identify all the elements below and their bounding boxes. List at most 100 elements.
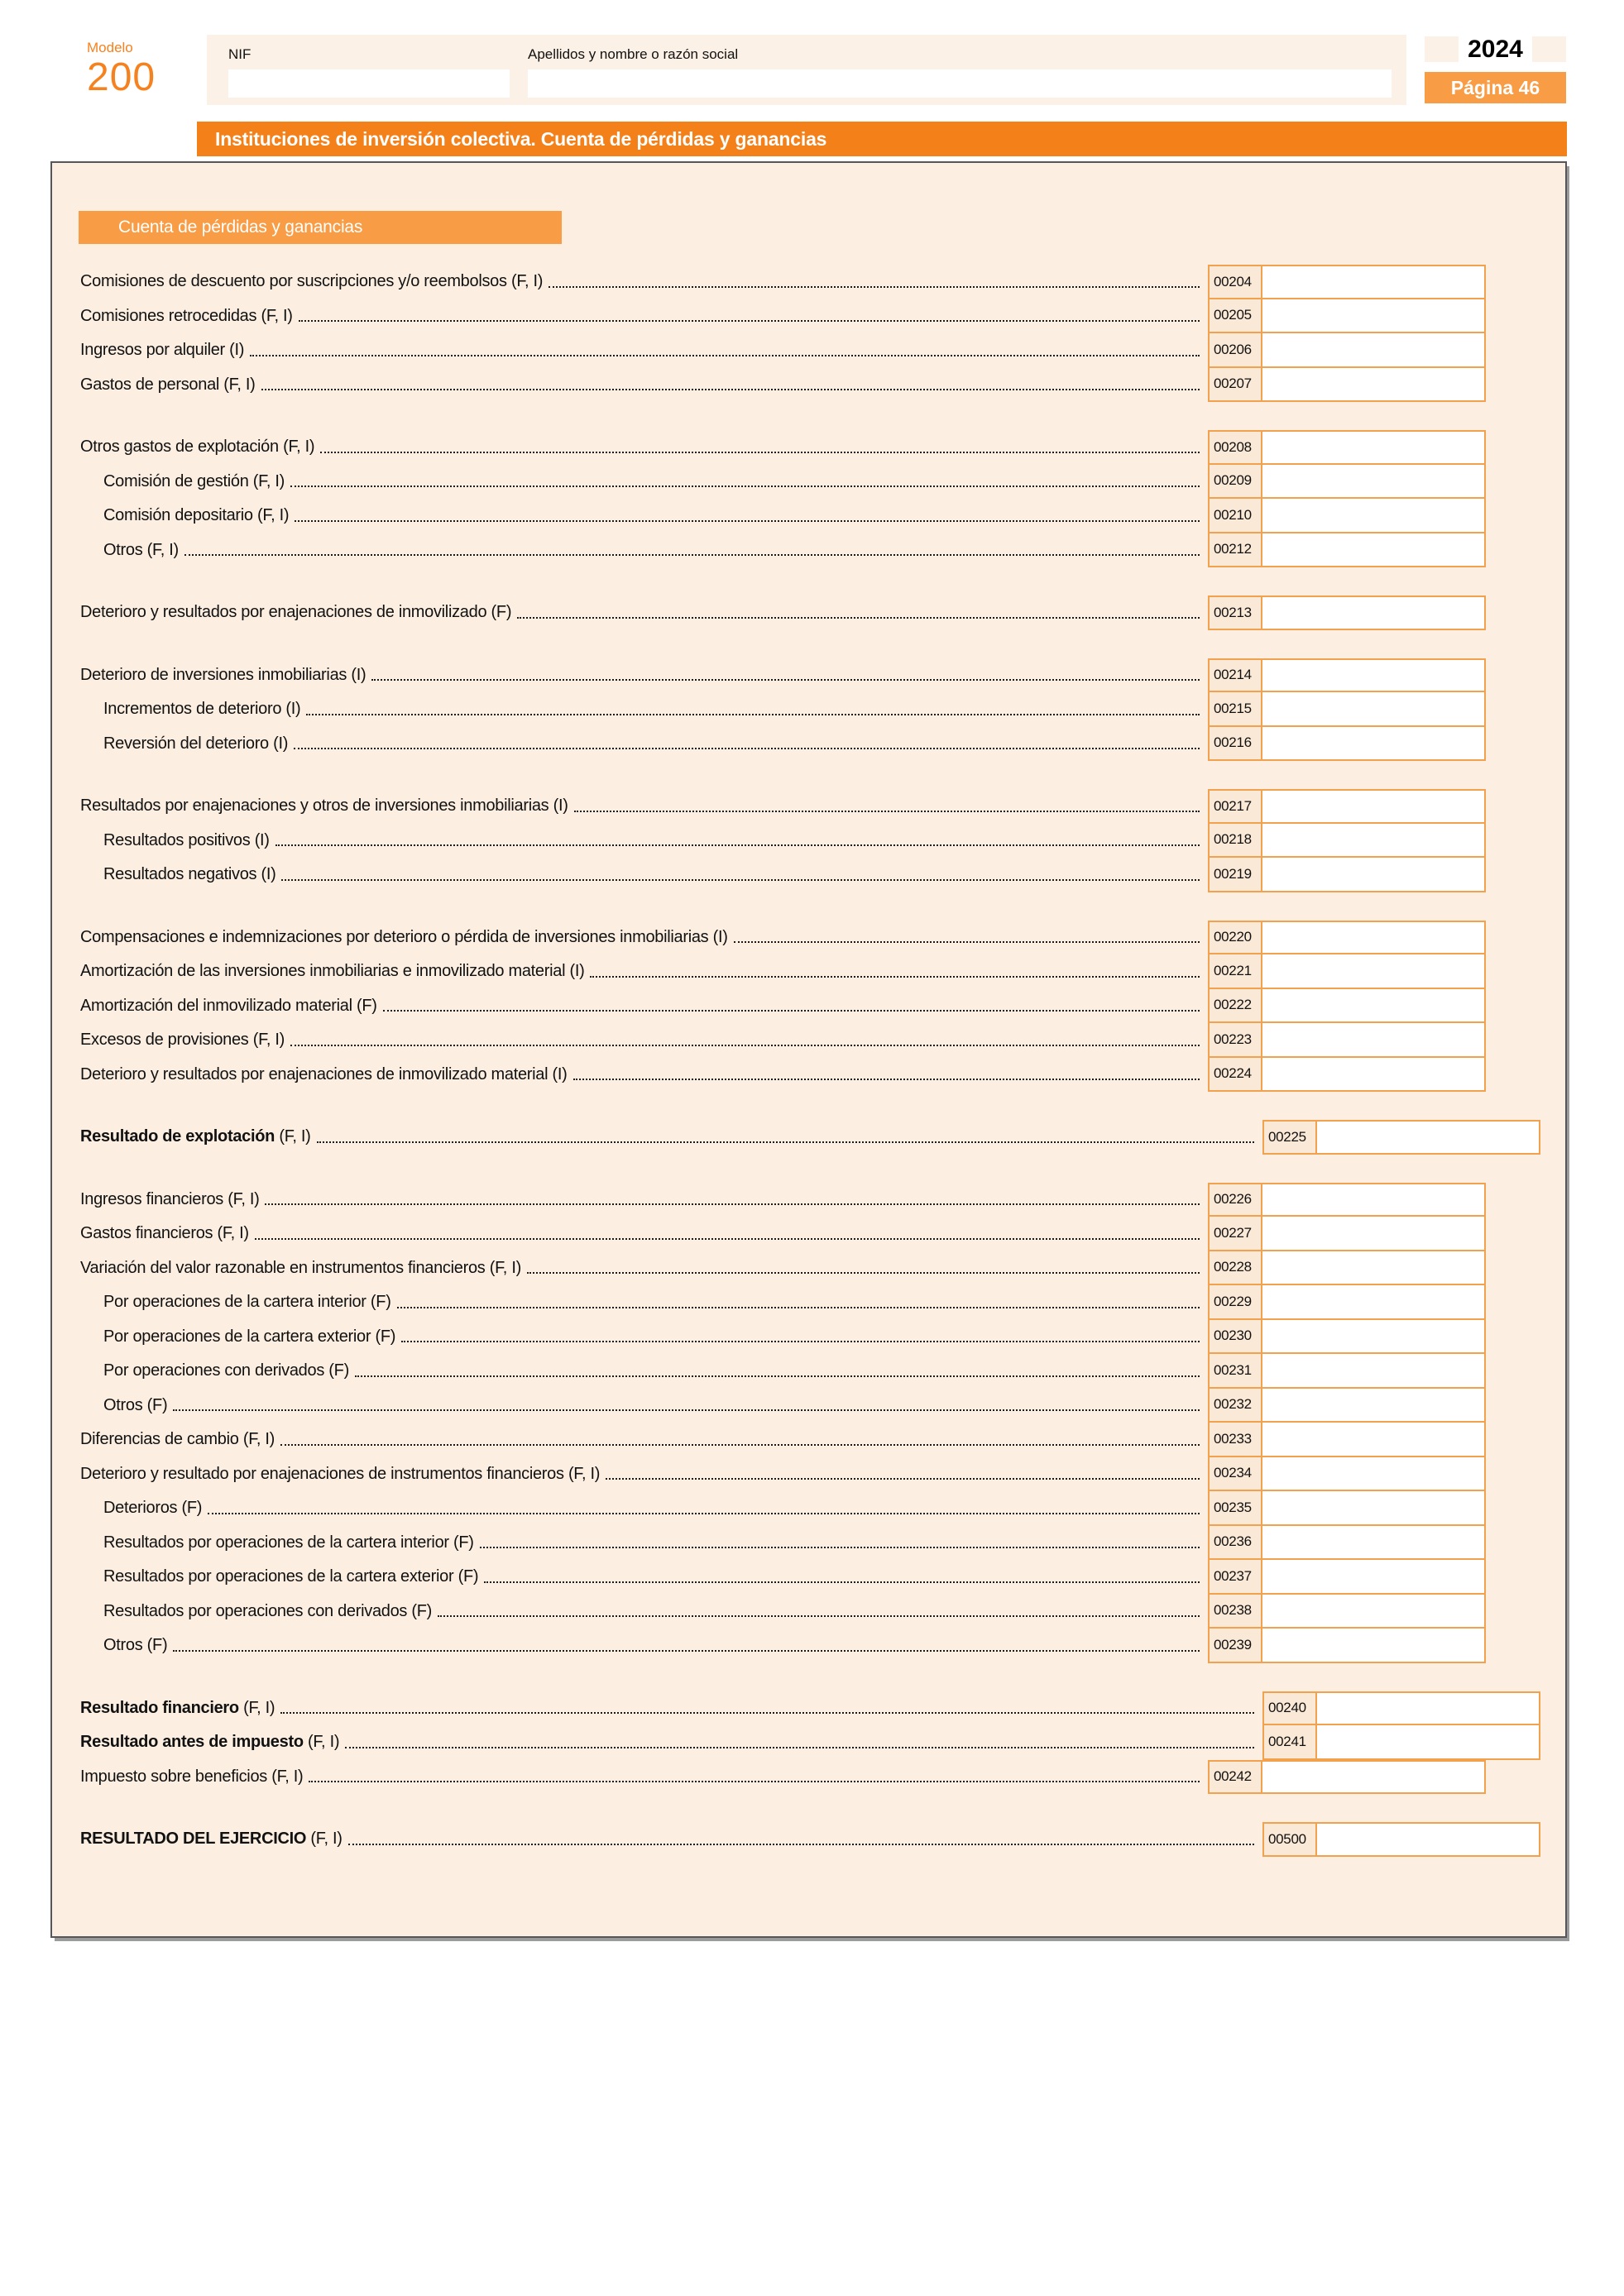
amount-input-00240[interactable] <box>1315 1691 1540 1725</box>
form-row-00225: Resultado de explotación (F, I) 00225 <box>52 1120 1565 1155</box>
amount-input-00215[interactable] <box>1261 692 1486 727</box>
nif-input[interactable] <box>228 69 510 98</box>
amount-input-00212[interactable] <box>1261 533 1486 567</box>
dotted-leader <box>306 713 1200 715</box>
amount-input-00220[interactable] <box>1261 920 1486 954</box>
field-code: 00236 <box>1208 1525 1261 1560</box>
amount-input-00206[interactable] <box>1261 333 1486 368</box>
dotted-leader <box>401 1341 1200 1343</box>
field-group: 00232 <box>1208 1388 1486 1423</box>
form-row-00217: Resultados por enajenaciones y otros de … <box>52 789 1565 824</box>
form-row-00228: Variación del valor razonable en instrum… <box>52 1251 1565 1285</box>
amount-input-00226[interactable] <box>1261 1182 1486 1217</box>
field-code: 00232 <box>1208 1388 1261 1423</box>
field-group: 00228 <box>1208 1251 1486 1285</box>
row-label: Comisiones de descuento por suscripcione… <box>80 272 544 291</box>
field-group: 00207 <box>1208 367 1486 402</box>
row-label: Por operaciones de la cartera interior (… <box>103 1293 391 1312</box>
form-row-00215: Incrementos de deterioro (I) 00215 <box>52 692 1565 727</box>
form-row-00221: Amortización de las inversiones inmobili… <box>52 954 1565 989</box>
amount-input-00230[interactable] <box>1261 1319 1486 1354</box>
dotted-leader <box>320 451 1200 453</box>
field-group: 00222 <box>1208 988 1486 1023</box>
amount-input-00238[interactable] <box>1261 1594 1486 1629</box>
amount-input-00218[interactable] <box>1261 823 1486 858</box>
amount-input-00228[interactable] <box>1261 1251 1486 1285</box>
row-label: Excesos de provisiones (F, I) <box>80 1031 285 1050</box>
field-code: 00205 <box>1208 299 1261 333</box>
amount-input-00209[interactable] <box>1261 464 1486 499</box>
field-group: 00500 <box>1262 1822 1540 1857</box>
dotted-leader <box>479 1547 1200 1549</box>
amount-input-00235[interactable] <box>1261 1491 1486 1526</box>
amount-input-00237[interactable] <box>1261 1560 1486 1595</box>
dotted-leader <box>261 389 1200 391</box>
amount-input-00239[interactable] <box>1261 1629 1486 1663</box>
nif-label: NIF <box>228 46 252 62</box>
field-group: 00210 <box>1208 499 1486 533</box>
field-code: 00204 <box>1208 265 1261 299</box>
row-label: Diferencias de cambio (F, I) <box>80 1430 275 1449</box>
row-label: Incrementos de deterioro (I) <box>103 700 301 719</box>
amount-input-00213[interactable] <box>1261 596 1486 630</box>
amount-input-00210[interactable] <box>1261 499 1486 533</box>
row-label: Otros (F, I) <box>103 540 179 559</box>
amount-input-00207[interactable] <box>1261 367 1486 402</box>
row-label: Amortización de las inversiones inmobili… <box>80 962 585 981</box>
field-group: 00220 <box>1208 920 1486 954</box>
rows-container: Comisiones de descuento por suscripcione… <box>52 265 1565 1857</box>
dotted-leader <box>382 1010 1200 1012</box>
form-row-00233: Diferencias de cambio (F, I) 00233 <box>52 1423 1565 1457</box>
amount-input-00236[interactable] <box>1261 1525 1486 1560</box>
dotted-leader <box>484 1581 1200 1583</box>
field-group: 00236 <box>1208 1525 1486 1560</box>
amount-input-00229[interactable] <box>1261 1285 1486 1320</box>
amount-input-00231[interactable] <box>1261 1354 1486 1389</box>
form-row-00238: Resultados por operaciones con derivados… <box>52 1594 1565 1629</box>
amount-input-00204[interactable] <box>1261 265 1486 299</box>
amount-input-00224[interactable] <box>1261 1057 1486 1092</box>
amount-input-00214[interactable] <box>1261 658 1486 692</box>
amount-input-00217[interactable] <box>1261 789 1486 824</box>
amount-input-00208[interactable] <box>1261 430 1486 465</box>
dotted-leader <box>316 1141 1254 1143</box>
form-row-00222: Amortización del inmovilizado material (… <box>52 988 1565 1023</box>
field-group: 00227 <box>1208 1217 1486 1251</box>
amount-input-00225[interactable] <box>1315 1120 1540 1155</box>
amount-input-00219[interactable] <box>1261 858 1486 892</box>
field-code: 00213 <box>1208 596 1261 630</box>
dotted-leader <box>438 1615 1200 1618</box>
page-number-badge: Página 46 <box>1425 72 1566 103</box>
amount-input-00222[interactable] <box>1261 988 1486 1023</box>
row-label: RESULTADO DEL EJERCICIO (F, I) <box>80 1830 343 1849</box>
dotted-leader <box>606 1478 1200 1480</box>
amount-input-00232[interactable] <box>1261 1388 1486 1423</box>
identification-band: NIF Apellidos y nombre o razón social <box>207 35 1406 105</box>
row-label: Compensaciones e indemnizaciones por det… <box>80 927 728 946</box>
form-row-00231: Por operaciones con derivados (F) 00231 <box>52 1354 1565 1389</box>
amount-input-00223[interactable] <box>1261 1023 1486 1058</box>
field-group: 00224 <box>1208 1057 1486 1092</box>
apellidos-input[interactable] <box>528 69 1392 98</box>
amount-input-00221[interactable] <box>1261 954 1486 989</box>
amount-input-00241[interactable] <box>1315 1725 1540 1760</box>
amount-input-00233[interactable] <box>1261 1423 1486 1457</box>
dotted-leader <box>208 1512 1200 1514</box>
field-code: 00237 <box>1208 1560 1261 1595</box>
row-label: Por operaciones de la cartera exterior (… <box>103 1327 396 1346</box>
form-row-00230: Por operaciones de la cartera exterior (… <box>52 1319 1565 1354</box>
amount-input-00227[interactable] <box>1261 1217 1486 1251</box>
field-group: 00206 <box>1208 333 1486 368</box>
field-group: 00234 <box>1208 1457 1486 1491</box>
amount-input-00234[interactable] <box>1261 1457 1486 1491</box>
dotted-leader <box>173 1409 1200 1412</box>
amount-input-00242[interactable] <box>1261 1759 1486 1794</box>
field-group: 00217 <box>1208 789 1486 824</box>
amount-input-00500[interactable] <box>1315 1822 1540 1857</box>
dotted-leader <box>280 1712 1254 1715</box>
amount-input-00216[interactable] <box>1261 726 1486 761</box>
field-group: 00219 <box>1208 858 1486 892</box>
amount-input-00205[interactable] <box>1261 299 1486 333</box>
field-code: 00214 <box>1208 658 1261 692</box>
dotted-leader <box>590 975 1200 978</box>
